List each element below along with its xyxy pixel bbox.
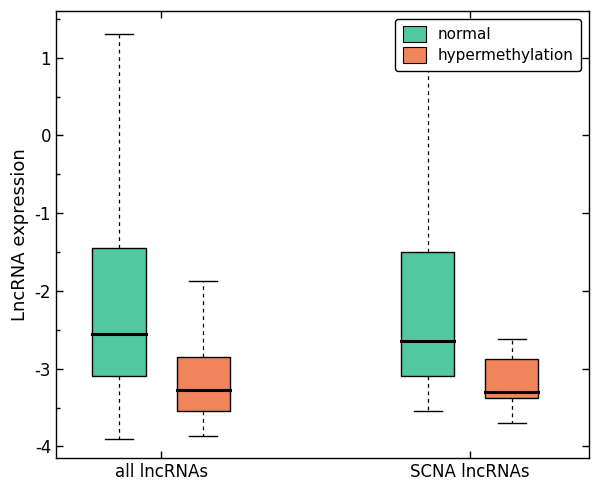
Bar	[485, 359, 538, 398]
Bar	[176, 357, 230, 411]
Y-axis label: LncRNA expression: LncRNA expression	[11, 148, 29, 321]
Bar	[401, 252, 454, 376]
Bar	[92, 248, 146, 376]
Legend: normal, hypermethylation: normal, hypermethylation	[395, 19, 581, 70]
